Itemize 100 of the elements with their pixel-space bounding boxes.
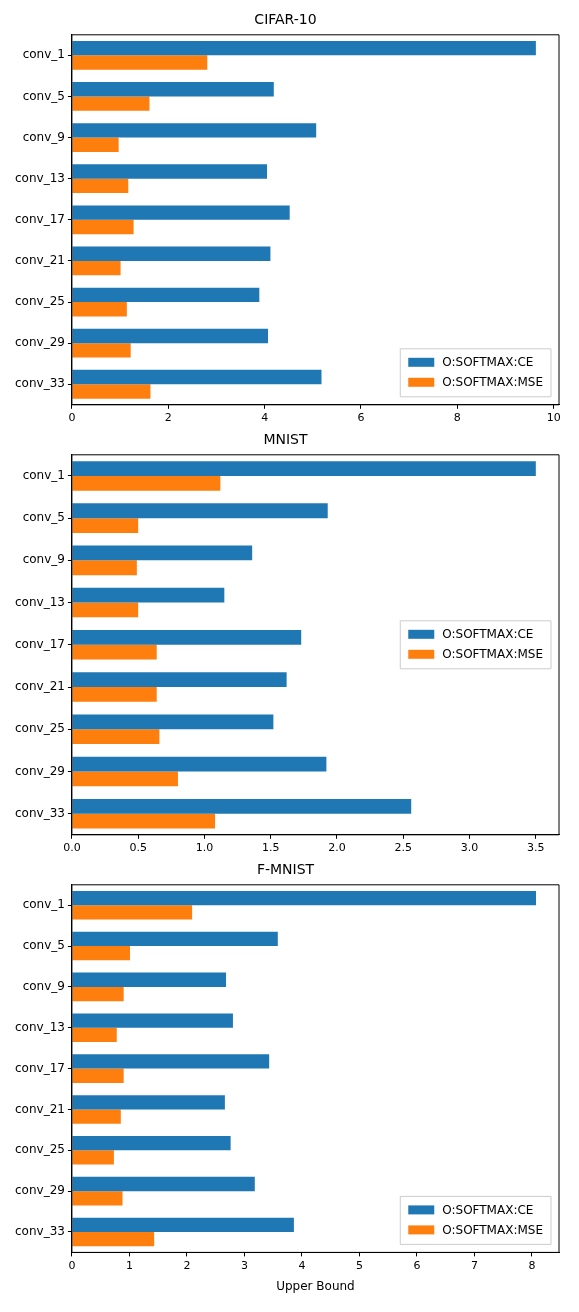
bar [72,328,268,344]
y-tick-label: conv_25 [14,721,65,736]
bar [72,55,208,70]
bar [72,503,328,519]
x-tick-label: 8 [528,1258,536,1272]
bar [72,384,151,399]
bar [72,986,124,1002]
y-tick-label: conv_21 [14,253,65,268]
y-tick-label: conv_9 [22,552,65,567]
bar [72,946,130,961]
x-tick-label: 8 [453,411,461,425]
y-tick-label: conv_17 [14,1060,65,1075]
x-tick-label: 0 [68,1258,76,1272]
y-tick-label: conv_21 [14,1101,65,1116]
bar [72,137,119,152]
y-tick-label: conv_13 [14,170,65,185]
legend-label: O:SOFTMAX:CE [442,354,534,369]
bar [72,219,134,235]
bar [72,178,129,194]
legend-label: O:SOFTMAX:MSE [442,646,544,661]
x-tick-label: 5 [355,1258,363,1272]
x-tick-label: 3 [240,1258,248,1272]
bar [72,82,274,97]
bar [72,560,137,576]
x-tick-label: 0.5 [129,841,147,855]
y-tick-label: conv_25 [14,294,65,309]
x-tick-label: 2.5 [394,841,413,855]
x-tick-label: 3.0 [460,841,479,855]
bar [72,302,127,317]
bar [72,644,157,660]
bar [72,1176,255,1192]
y-tick-label: conv_13 [14,1019,65,1034]
bar [72,1013,233,1028]
bar [72,729,160,745]
x-tick-label: 2 [164,411,172,425]
bar [72,630,302,645]
x-tick-label: 6 [357,411,365,425]
y-tick-label: conv_1 [22,468,65,483]
bar [72,1135,231,1151]
x-tick-label: 6 [413,1258,421,1272]
bar [72,123,317,138]
bar [72,260,121,276]
bar [72,1095,225,1110]
x-tick-label: 3.5 [527,841,545,855]
bar [72,813,216,829]
y-tick-label: conv_29 [14,335,65,350]
bar [72,1191,123,1206]
chart-title: MNIST [263,431,308,448]
y-tick-label: conv_33 [14,376,65,391]
y-tick-label: conv_29 [14,763,65,778]
bar [72,798,412,814]
y-tick-label: conv_25 [14,1142,65,1157]
bar [72,205,290,220]
bar [72,475,221,491]
x-tick-label: 0 [68,411,76,425]
bar [72,343,131,358]
bar [72,672,287,688]
x-tick-label: 0.0 [63,841,81,855]
bar [72,1068,124,1083]
bar [72,771,178,787]
legend-label: O:SOFTMAX:CE [442,626,534,641]
x-tick-label: 2 [183,1258,191,1272]
bar [72,756,327,772]
y-tick-label: conv_29 [14,1183,65,1198]
bar [72,602,139,618]
legend-label: O:SOFTMAX:MSE [442,374,544,389]
bar [72,931,278,947]
x-tick-label: 1.0 [195,841,214,855]
y-tick-label: conv_17 [14,636,65,651]
bar [72,1027,117,1043]
y-tick-label: conv_33 [14,805,65,820]
bar [72,1054,270,1069]
y-tick-label: conv_33 [14,1224,65,1239]
bar [72,164,268,179]
bar [72,905,193,920]
x-tick-label: 2.0 [328,841,346,855]
x-tick-label: 4 [298,1258,306,1272]
bar [72,1231,155,1247]
bar [72,687,157,702]
chart-title: F-MNIST [256,861,315,878]
bar [72,369,322,385]
x-axis-title: Upper Bound [276,1278,355,1293]
y-tick-label: conv_9 [22,129,65,144]
x-tick-label: 7 [470,1258,478,1272]
bar [72,587,225,603]
y-tick-label: conv_13 [14,594,65,609]
bar [72,1109,121,1124]
bar [72,40,536,56]
bar [72,96,150,111]
y-tick-label: conv_21 [14,679,65,694]
y-tick-label: conv_17 [14,211,65,226]
bar [72,461,536,476]
legend-label: O:SOFTMAX:MSE [442,1222,544,1237]
bar [72,287,260,303]
x-tick-label: 4 [261,411,269,425]
y-tick-label: conv_9 [22,979,65,994]
bar [72,518,139,533]
y-tick-label: conv_5 [22,938,65,953]
x-tick-label: 1.5 [261,841,280,855]
bar [72,1150,114,1165]
